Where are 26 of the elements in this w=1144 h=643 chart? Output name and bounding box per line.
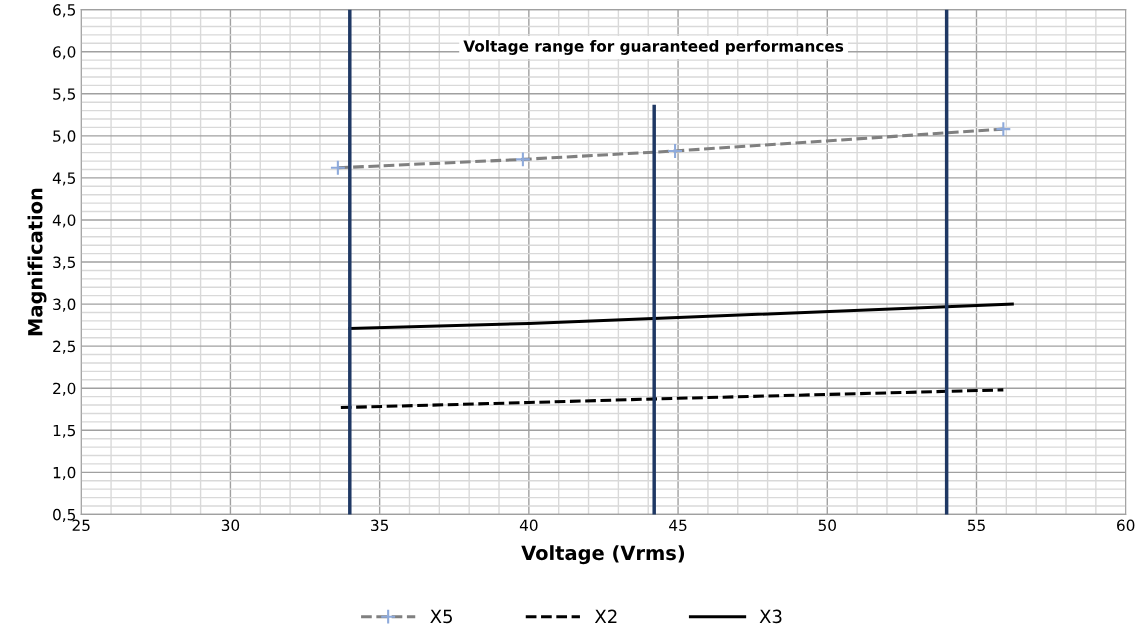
x-tick-label: 30 (221, 519, 240, 532)
y-tick-label: 2,0 (53, 382, 76, 396)
y-tick-label: 4,0 (52, 214, 76, 228)
legend-label: X2 (594, 609, 617, 623)
annotation: Voltage range for guaranteed performances (463, 40, 844, 55)
x-tick-label: 55 (967, 519, 985, 532)
legend-label: X3 (759, 609, 782, 624)
x-tick-label: 35 (371, 519, 389, 532)
x-tick-label: 60 (1117, 519, 1135, 532)
x-tick-label: 50 (818, 519, 836, 532)
y-tick-label: 4,5 (52, 172, 76, 186)
legend-label: X5 (430, 609, 452, 624)
y-tick-label: 3,5 (53, 256, 76, 270)
x-tick-label: 45 (669, 519, 687, 532)
y-tick-label: 5,5 (53, 88, 76, 102)
x-axis-title: Voltage (Vrms) (521, 545, 685, 565)
y-tick-label: 2,5 (53, 340, 76, 354)
y-tick-label: 1,0 (53, 466, 76, 480)
y-tick-label: 6,0 (53, 46, 76, 60)
y-tick-label: 5,0 (53, 130, 76, 144)
line-series (339, 388, 1005, 410)
x-tick-label: 40 (519, 519, 538, 532)
y-tick-label: 6,5 (53, 4, 76, 18)
y-tick-label: 1,5 (53, 424, 76, 438)
y-tick-label: 3,0 (53, 298, 76, 312)
y-axis-title: Magnification (27, 188, 47, 336)
